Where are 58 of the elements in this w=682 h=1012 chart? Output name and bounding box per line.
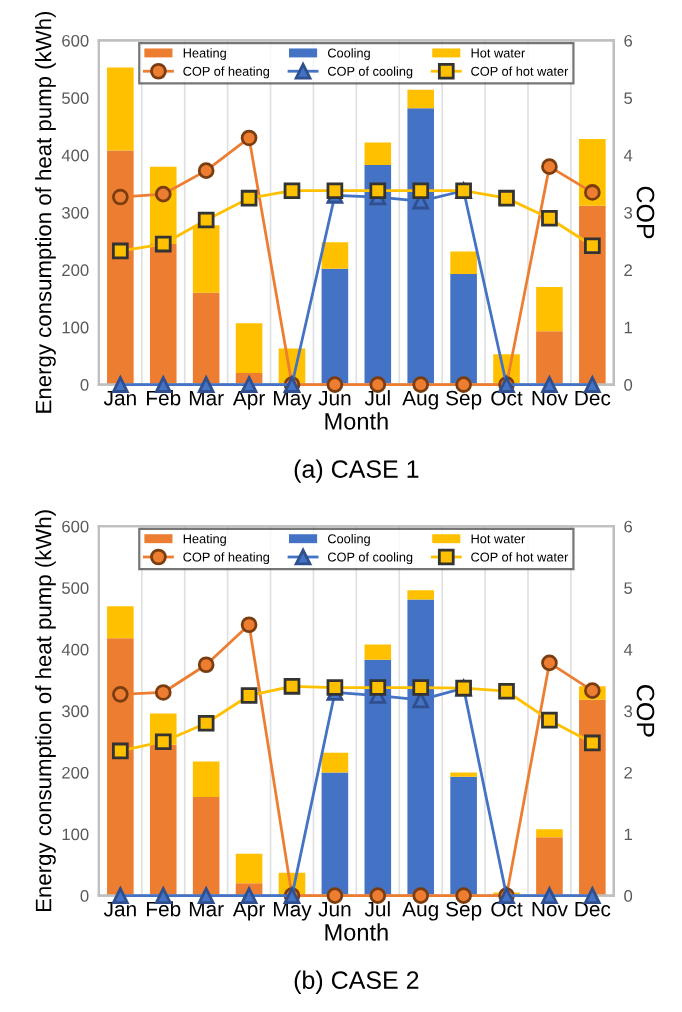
x-tick-label: Feb [147, 390, 181, 406]
x-tick-label: Sep [446, 901, 482, 921]
y-axis-title: Energy consumption of heat pump (kWh) [35, 510, 56, 912]
y2-axis-title: COP [636, 685, 655, 737]
x-tick-label: May [274, 901, 312, 921]
x-tick-label: Feb [147, 901, 181, 917]
y-tick-label: 100 [62, 828, 89, 841]
y-tick-label: 300 [62, 705, 89, 718]
x-tick-label: Jul [364, 390, 390, 406]
y-tick-label: 0 [80, 890, 89, 902]
x-tick-label: Jun [318, 390, 351, 406]
y-tick-label: 600 [62, 520, 89, 533]
x-axis-title: Month [325, 923, 388, 941]
y2-tick-label: 3 [624, 206, 633, 219]
y2-tick-label: 2 [624, 766, 632, 779]
y-tick-label: 500 [62, 92, 89, 105]
y2-tick-label: 6 [624, 520, 633, 533]
x-tick-label: Apr [232, 390, 265, 410]
x-tick-label: Sep [446, 390, 482, 410]
y-tick-label: 400 [61, 643, 89, 656]
x-tick-label: Jun [318, 901, 351, 917]
y-tick-label: 600 [62, 34, 89, 47]
y-tick-label: 400 [61, 149, 89, 162]
y2-tick-label: 4 [623, 149, 633, 162]
x-tick-label: Mar [189, 901, 224, 917]
x-tick-label: Apr [232, 901, 265, 921]
text: (a) CASE 1 [294, 459, 419, 483]
x-tick-label: Jan [103, 390, 136, 406]
x-tick-label: Aug [402, 390, 438, 410]
x-tick-label: Dec [575, 390, 611, 406]
x-tick-label: Jul [364, 901, 390, 917]
text: (b) CASE 2 [294, 970, 419, 994]
y-axis-title: Energy consumption of heat pump (kWh) [35, 11, 56, 413]
y-tick-label: 300 [62, 206, 89, 219]
y-tick-label: 100 [62, 321, 89, 334]
y-tick-label: 200 [62, 264, 89, 277]
y2-tick-label: 0 [624, 890, 633, 902]
x-tick-label: Nov [532, 901, 568, 917]
x-tick-label: Nov [532, 390, 568, 406]
x-tick-label: Aug [402, 901, 438, 921]
y2-tick-label: 6 [624, 34, 633, 47]
y-tick-label: 500 [62, 582, 89, 595]
y-tick-label: 200 [62, 766, 89, 779]
y-tick-label: 0 [80, 378, 89, 391]
y2-tick-label: 1 [624, 321, 632, 334]
y2-tick-label: 5 [624, 92, 633, 105]
y2-tick-label: 1 [624, 828, 632, 841]
x-tick-label: Jan [103, 901, 136, 917]
y2-tick-label: 2 [624, 264, 632, 276]
y2-tick-label: 5 [624, 582, 633, 595]
y2-tick-label: 4 [623, 643, 633, 656]
y2-axis-title: COP [636, 186, 655, 239]
x-tick-label: May [274, 390, 312, 410]
x-axis-title: Month [325, 412, 388, 430]
y2-tick-label: 3 [624, 705, 633, 718]
x-tick-label: Mar [189, 390, 224, 406]
x-tick-label: Dec [575, 901, 611, 917]
y2-tick-label: 0 [624, 378, 633, 391]
